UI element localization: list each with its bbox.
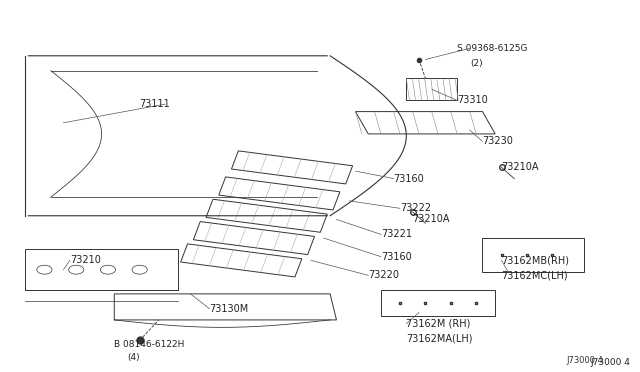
Text: J73000 4: J73000 4 xyxy=(591,358,630,367)
Text: 73210: 73210 xyxy=(70,256,100,265)
Text: (4): (4) xyxy=(127,353,140,362)
Text: 73220: 73220 xyxy=(368,270,399,280)
Text: 73230: 73230 xyxy=(483,137,513,146)
Text: 73210A: 73210A xyxy=(413,215,450,224)
Text: 73221: 73221 xyxy=(381,230,412,239)
Text: 73160: 73160 xyxy=(394,174,424,183)
Text: 73162MC(LH): 73162MC(LH) xyxy=(502,270,568,280)
Text: 73162M (RH): 73162M (RH) xyxy=(406,319,470,328)
Text: B 08146-6122H: B 08146-6122H xyxy=(115,340,185,349)
Text: 73130M: 73130M xyxy=(209,304,249,314)
Text: (2): (2) xyxy=(470,59,483,68)
Text: 73111: 73111 xyxy=(140,99,170,109)
Text: 73310: 73310 xyxy=(457,96,488,105)
Text: 73162MB(RH): 73162MB(RH) xyxy=(502,256,570,265)
Text: 73162MA(LH): 73162MA(LH) xyxy=(406,334,473,343)
Text: 73210A: 73210A xyxy=(502,163,539,172)
Text: 73160: 73160 xyxy=(381,252,412,262)
Text: S 09368-6125G: S 09368-6125G xyxy=(457,44,527,53)
Text: 73222: 73222 xyxy=(400,203,431,213)
Text: J73000 4: J73000 4 xyxy=(566,356,603,365)
